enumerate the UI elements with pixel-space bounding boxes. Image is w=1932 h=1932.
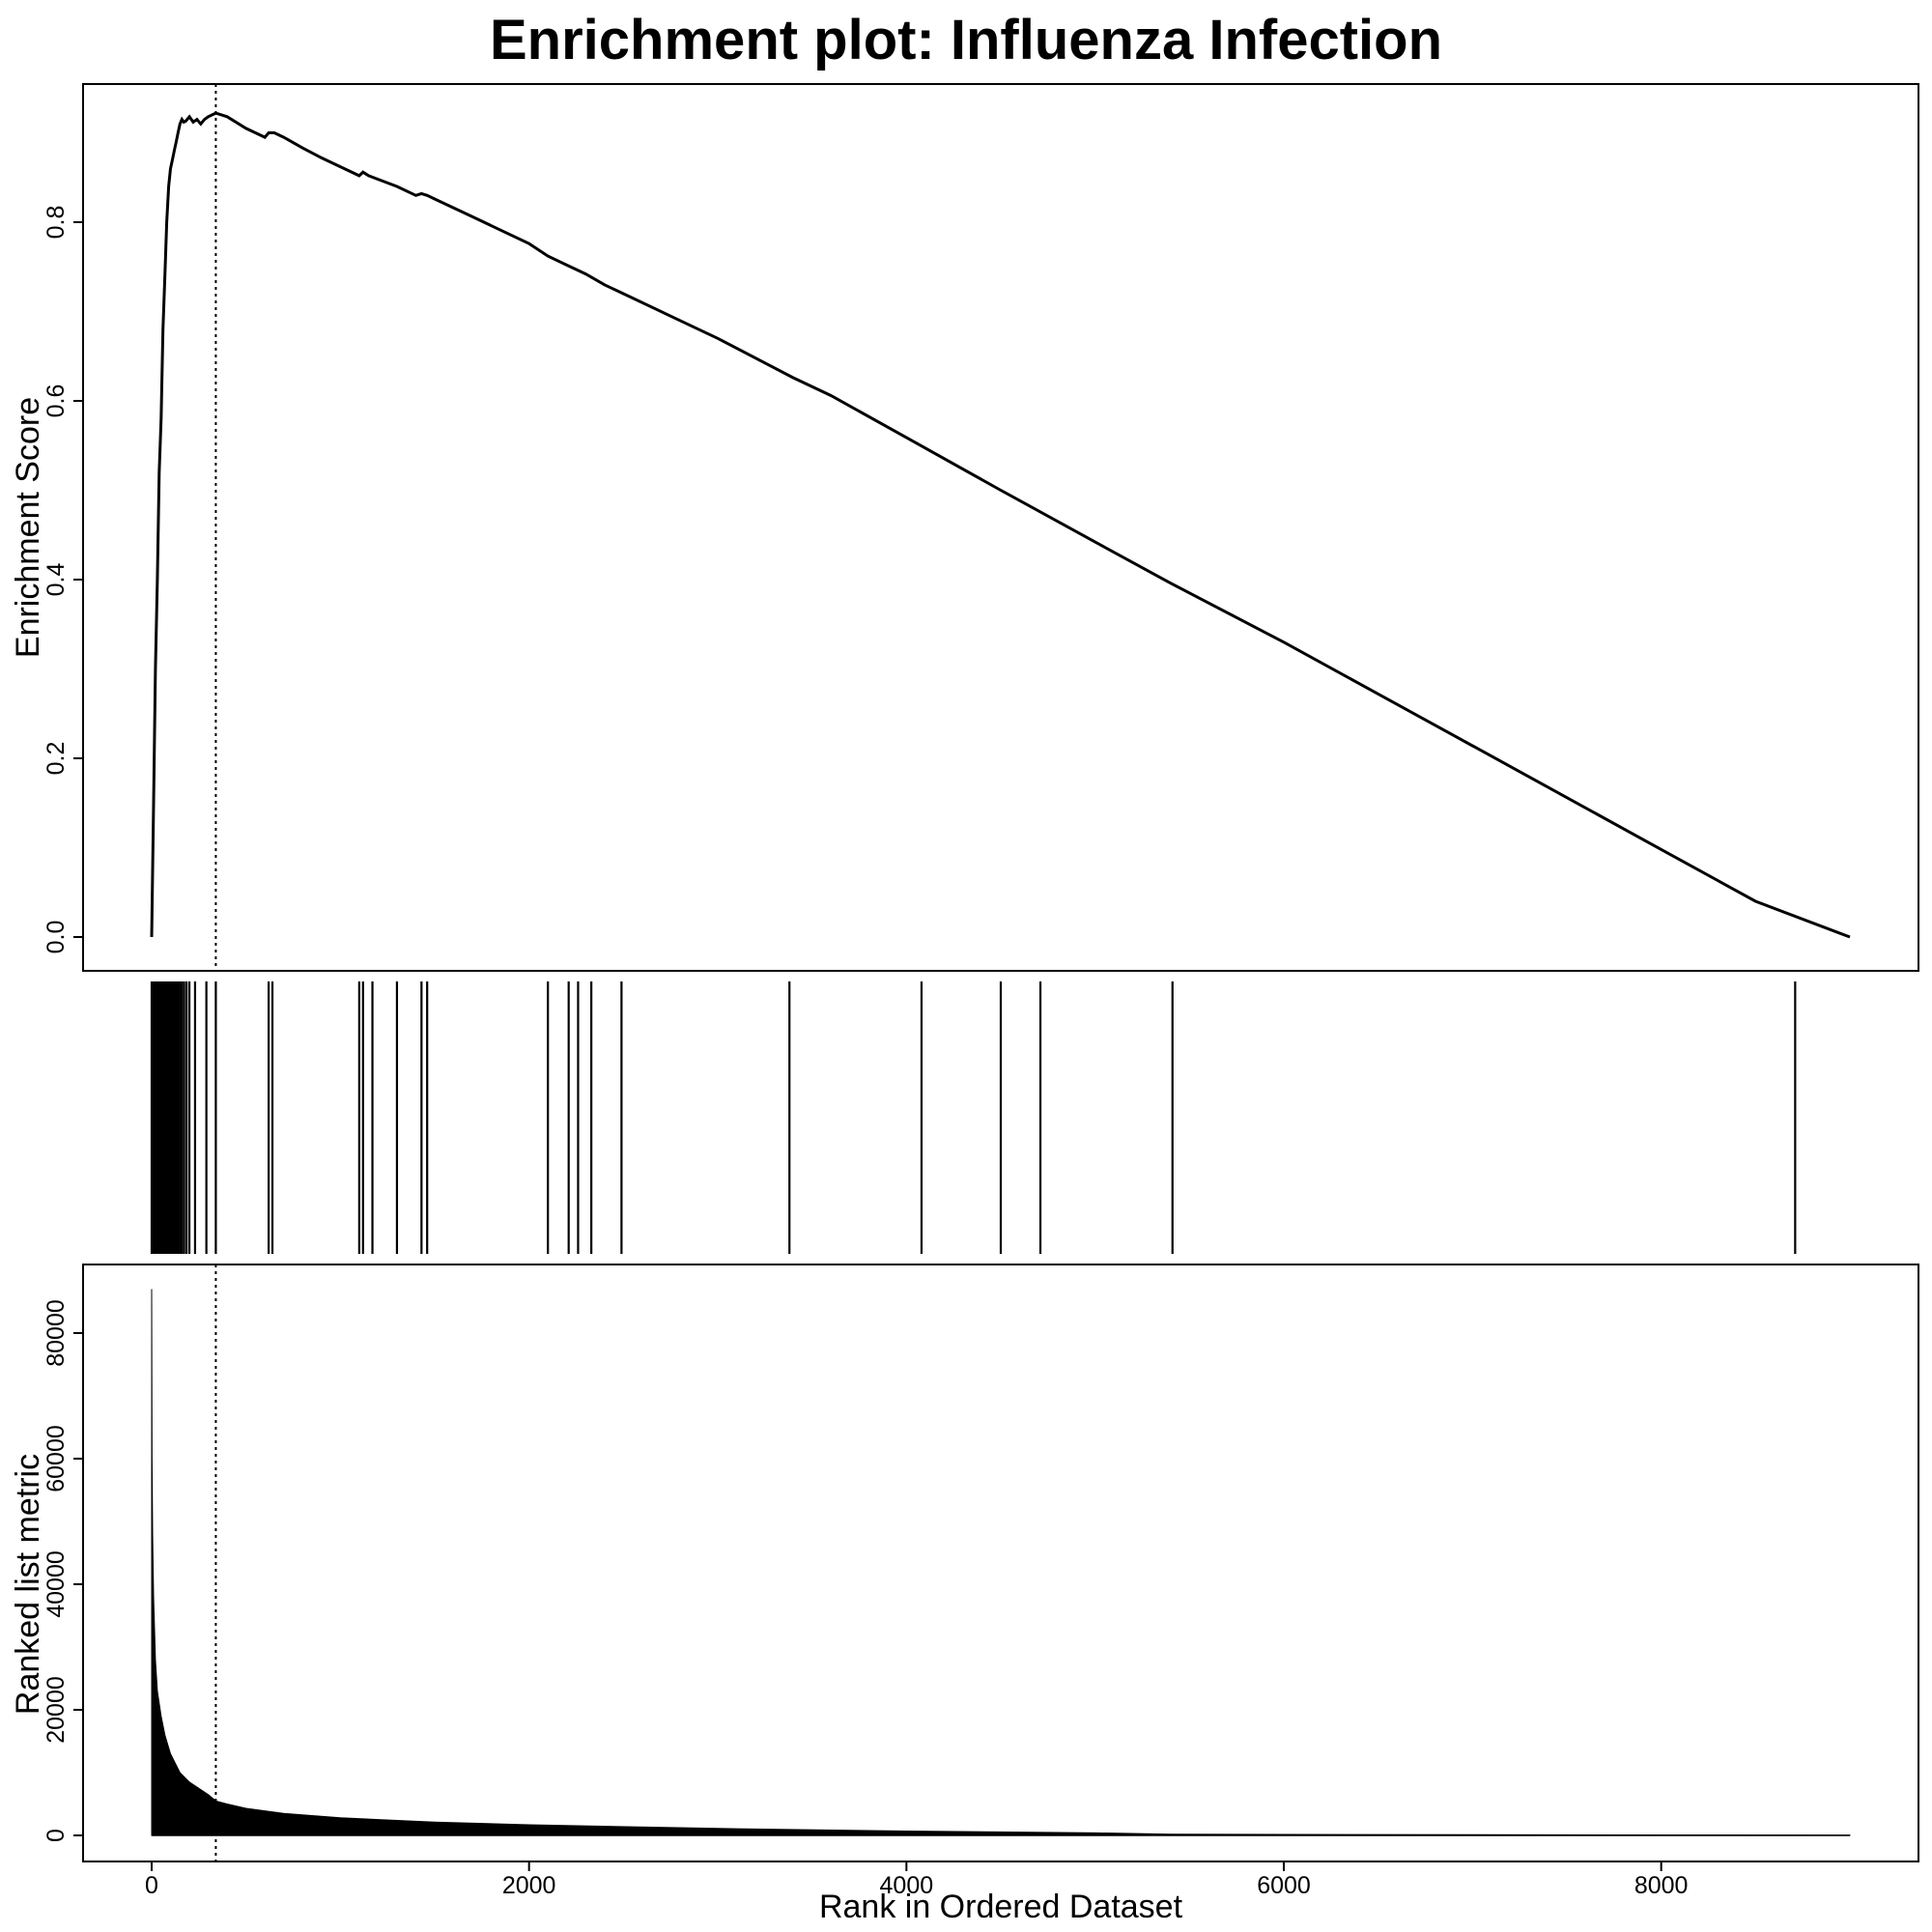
- x-tick-label: 4000: [880, 1872, 934, 1899]
- metric-panel-frame: [82, 1264, 1919, 1862]
- es-panel: 0.0 0.2 0.4 0.6 0.8: [43, 84, 1851, 971]
- es-y-tick-label: 0.6: [43, 384, 70, 418]
- enrichment-score-line: [150, 111, 1851, 939]
- es-y-tick-label: 0.0: [43, 921, 70, 954]
- metric-panel: 0 20000 40000 60000 80000 0 2000 4000 6000 8000: [43, 1264, 1851, 1899]
- metric-y-axis-label: Ranked list metric: [10, 1454, 46, 1715]
- metric-y-tick-label: 0: [43, 1829, 70, 1842]
- chart-title: Enrichment plot: Influenza Infection: [490, 9, 1442, 71]
- metric-y-tick-label: 80000: [43, 1299, 70, 1367]
- es-y-tick-label: 0.2: [43, 742, 70, 776]
- hits-panel: [150, 981, 1797, 1254]
- metric-y-tick-label: 20000: [43, 1676, 70, 1744]
- es-y-tick-label: 0.4: [43, 563, 70, 597]
- metric-y-tick-label: 60000: [43, 1425, 70, 1492]
- x-tick-label: 6000: [1257, 1872, 1311, 1899]
- x-axis-label: Rank in Ordered Dataset: [819, 1889, 1183, 1925]
- metric-y-tick-label: 40000: [43, 1550, 70, 1618]
- x-tick-label: 8000: [1634, 1872, 1689, 1899]
- es-panel-frame: [82, 83, 1919, 972]
- x-tick-label: 2000: [502, 1872, 556, 1899]
- ranked-metric-area: [151, 1289, 1851, 1836]
- es-y-axis-label: Enrichment Score: [10, 397, 46, 658]
- es-y-tick-label: 0.8: [43, 206, 70, 240]
- x-tick-label: 0: [145, 1872, 158, 1899]
